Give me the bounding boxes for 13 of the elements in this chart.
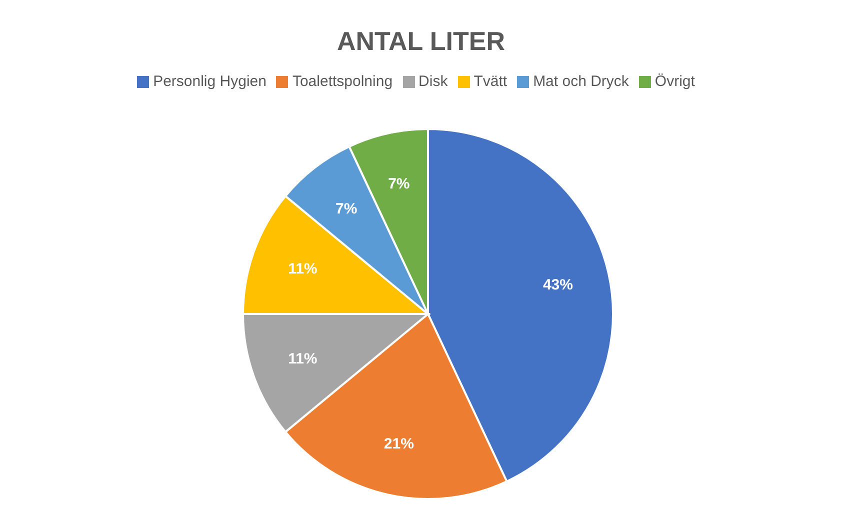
legend-label: Toalettspolning xyxy=(292,73,393,90)
data-label: 11% xyxy=(288,260,318,278)
data-label: 7% xyxy=(388,176,410,193)
data-label: 11% xyxy=(288,350,318,368)
data-label: 43% xyxy=(542,276,574,294)
legend-label: Disk xyxy=(418,73,448,90)
data-label: 7% xyxy=(336,200,358,218)
chart-title: ANTAL LITER xyxy=(336,25,506,58)
legend-label: Personlig Hygien xyxy=(153,73,266,90)
legend-label: Övrigt xyxy=(654,73,695,90)
legend-label: Mat och Dryck xyxy=(533,73,629,90)
legend-label: Tvätt xyxy=(474,73,508,90)
data-label: 21% xyxy=(384,435,414,452)
